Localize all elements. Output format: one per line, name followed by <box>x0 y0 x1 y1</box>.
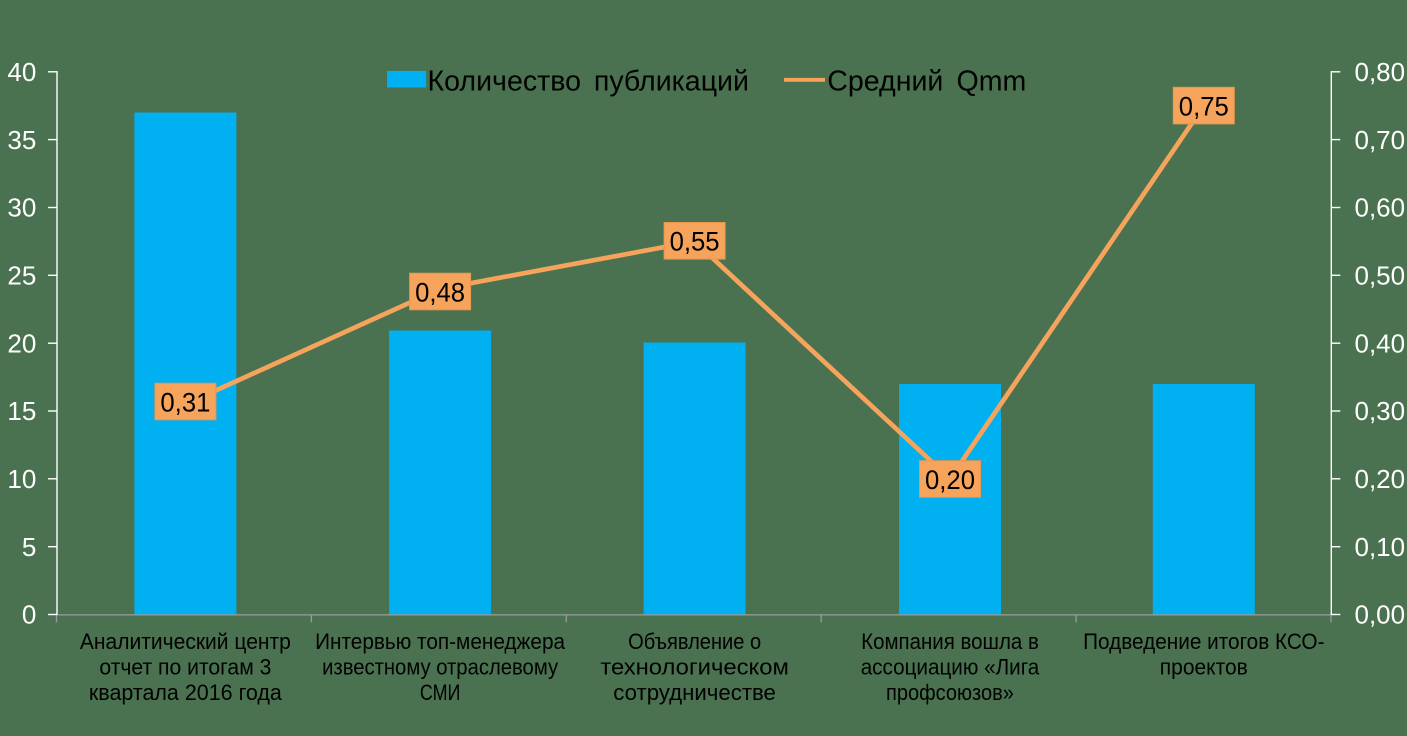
svg-text:0,48: 0,48 <box>415 277 465 307</box>
svg-text:35: 35 <box>7 125 36 155</box>
svg-text:0,40: 0,40 <box>1355 328 1406 358</box>
svg-text:15: 15 <box>7 396 36 426</box>
svg-text:ассоциацию «Лига: ассоциацию «Лига <box>861 655 1040 680</box>
svg-text:проектов: проектов <box>1160 655 1248 680</box>
svg-text:10: 10 <box>7 464 36 494</box>
svg-text:0,00: 0,00 <box>1355 600 1406 630</box>
svg-text:Объявление о: Объявление о <box>628 629 761 654</box>
svg-text:0,55: 0,55 <box>670 227 720 257</box>
svg-text:Аналитический центр: Аналитический центр <box>80 629 291 654</box>
svg-text:0,10: 0,10 <box>1355 532 1406 562</box>
svg-text:Количество публикаций: Количество публикаций <box>428 65 750 97</box>
svg-text:20: 20 <box>7 328 36 358</box>
svg-text:сотрудничестве: сотрудничестве <box>613 680 776 705</box>
svg-text:профсоюзов»: профсоюзов» <box>886 680 1014 705</box>
svg-text:0,31: 0,31 <box>160 387 210 417</box>
svg-text:Интервью топ-менеджера: Интервью топ-менеджера <box>315 629 566 654</box>
svg-text:30: 30 <box>7 193 36 223</box>
svg-text:40: 40 <box>7 57 36 87</box>
svg-text:0,70: 0,70 <box>1355 125 1406 155</box>
svg-text:0: 0 <box>22 600 36 630</box>
svg-text:0,60: 0,60 <box>1355 193 1406 223</box>
svg-text:отчет по итогам 3: отчет по итогам 3 <box>99 655 271 680</box>
svg-text:0,30: 0,30 <box>1355 396 1406 426</box>
svg-text:квартала 2016 года: квартала 2016 года <box>89 680 283 705</box>
svg-text:Средний Qmm: Средний Qmm <box>827 65 1026 97</box>
svg-text:0,20: 0,20 <box>925 465 975 495</box>
svg-text:Компания вошла в: Компания вошла в <box>861 629 1039 654</box>
svg-text:5: 5 <box>22 532 36 562</box>
svg-text:0,80: 0,80 <box>1355 57 1406 87</box>
svg-text:0,50: 0,50 <box>1355 261 1406 291</box>
svg-text:известному отраслевому: известному отраслевому <box>322 655 558 680</box>
svg-text:25: 25 <box>7 261 36 291</box>
svg-text:0,75: 0,75 <box>1179 91 1229 121</box>
svg-text:0,20: 0,20 <box>1355 464 1406 494</box>
svg-text:СМИ: СМИ <box>420 680 461 705</box>
svg-text:технологическом: технологическом <box>600 655 789 680</box>
svg-text:Подведение итогов КСО-: Подведение итогов КСО- <box>1083 629 1324 654</box>
